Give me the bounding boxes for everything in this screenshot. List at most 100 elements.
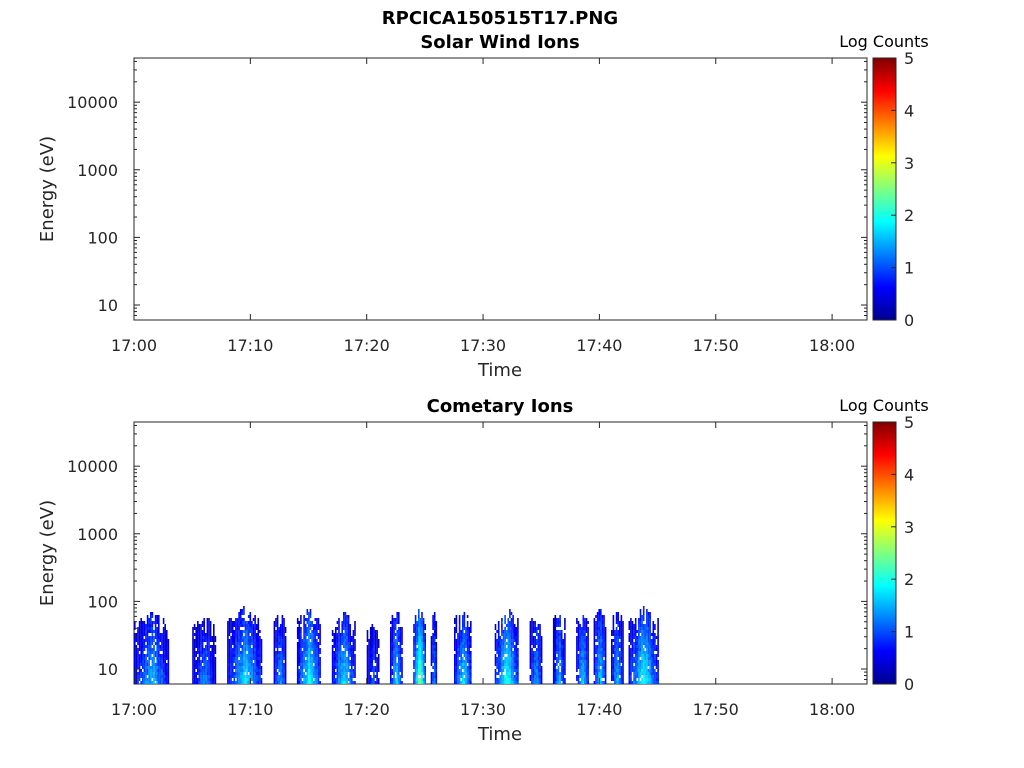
heatmap-cell xyxy=(644,657,647,660)
heatmap-cell xyxy=(462,630,464,633)
heatmap-cell xyxy=(497,672,500,675)
heatmap-cell xyxy=(137,654,139,657)
heatmap-cell xyxy=(354,642,356,645)
heatmap-cell xyxy=(460,672,462,675)
heatmap-cell xyxy=(501,651,503,654)
heatmap-cell xyxy=(344,636,347,639)
heatmap-cell xyxy=(432,681,434,684)
heatmap-cell xyxy=(422,639,425,642)
heatmap-cell xyxy=(304,678,307,681)
heatmap-cell xyxy=(603,651,605,654)
heatmap-cell xyxy=(276,645,279,648)
heatmap-cell xyxy=(303,633,305,636)
heatmap-cell xyxy=(304,642,307,645)
heatmap-cell xyxy=(336,660,339,663)
heatmap-cell xyxy=(203,624,205,627)
heatmap-cell xyxy=(579,681,581,684)
heatmap-cell xyxy=(167,660,170,663)
heatmap-cell xyxy=(649,666,651,669)
heatmap-cell xyxy=(529,657,532,660)
heatmap-cell xyxy=(649,657,651,660)
heatmap-cell xyxy=(228,669,231,672)
heatmap-cell xyxy=(654,645,656,648)
heatmap-cell xyxy=(536,666,538,669)
heatmap-cell xyxy=(203,663,205,666)
heatmap-cell xyxy=(140,645,142,648)
heatmap-cell xyxy=(497,627,500,630)
heatmap-cell xyxy=(587,681,589,684)
heatmap-cell xyxy=(554,636,557,639)
heatmap-cell xyxy=(636,642,639,645)
heatmap-cell xyxy=(641,642,643,645)
heatmap-cell xyxy=(333,657,335,660)
heatmap-cell xyxy=(376,648,378,651)
heatmap-cell xyxy=(156,630,158,633)
heatmap-cell xyxy=(615,657,618,660)
heatmap-cell xyxy=(646,666,648,669)
heatmap-cell xyxy=(628,636,631,639)
heatmap-cell xyxy=(458,627,461,630)
heatmap-cell xyxy=(153,636,155,639)
heatmap-cell xyxy=(394,624,397,627)
heatmap-cell xyxy=(233,672,236,675)
heatmap-cell xyxy=(554,639,557,642)
heatmap-cell xyxy=(534,660,536,663)
heatmap-cell xyxy=(162,666,165,669)
heatmap-cell xyxy=(595,615,597,618)
heatmap-cell xyxy=(600,627,602,630)
heatmap-cell xyxy=(642,663,645,666)
heatmap-cell xyxy=(156,615,158,618)
heatmap-cell xyxy=(227,660,229,663)
heatmap-cell xyxy=(652,621,655,624)
heatmap-cell xyxy=(424,672,426,675)
heatmap-cell xyxy=(138,633,141,636)
heatmap-cell xyxy=(435,624,438,627)
heatmap-cell xyxy=(462,651,464,654)
heatmap-cell xyxy=(509,660,511,663)
heatmap-cell xyxy=(156,681,158,684)
heatmap-cell xyxy=(421,657,423,660)
heatmap-cell xyxy=(140,648,142,651)
heatmap-cell xyxy=(349,636,351,639)
heatmap-cell xyxy=(200,648,202,651)
heatmap-cell xyxy=(167,651,170,654)
heatmap-cell xyxy=(228,660,231,663)
heatmap-cell xyxy=(422,618,425,621)
heatmap-cell xyxy=(540,678,543,681)
heatmap-cell xyxy=(604,678,607,681)
heatmap-cell xyxy=(164,627,166,630)
heatmap-cell xyxy=(206,627,209,630)
heatmap-cell xyxy=(371,669,374,672)
heatmap-cell xyxy=(537,660,540,663)
heatmap-cell xyxy=(470,675,472,678)
heatmap-cell xyxy=(457,639,459,642)
heatmap-cell xyxy=(257,648,260,651)
heatmap-cell xyxy=(257,645,260,648)
heatmap-cell xyxy=(341,675,343,678)
heatmap-cell xyxy=(275,630,277,633)
heatmap-cell xyxy=(343,654,345,657)
heatmap-cell xyxy=(344,630,347,633)
heatmap-cell xyxy=(598,654,600,657)
heatmap-cell xyxy=(580,678,583,681)
heatmap-cell xyxy=(244,645,247,648)
heatmap-cell xyxy=(154,621,157,624)
heatmap-cell xyxy=(435,648,438,651)
heatmap-cell xyxy=(213,654,215,657)
heatmap-cell xyxy=(312,681,315,684)
heatmap-cell xyxy=(273,630,276,633)
heatmap-cell xyxy=(275,681,277,684)
heatmap-cell xyxy=(254,669,256,672)
heatmap-cell xyxy=(529,621,532,624)
heatmap-cell xyxy=(336,669,339,672)
heatmap-cell xyxy=(153,678,155,681)
heatmap-cell xyxy=(296,675,299,678)
heatmap-cell xyxy=(595,645,597,648)
heatmap-cell xyxy=(335,648,337,651)
heatmap-cell xyxy=(509,681,511,684)
heatmap-cell xyxy=(198,675,201,678)
heatmap-layer xyxy=(134,606,659,684)
heatmap-cell xyxy=(531,663,533,666)
heatmap-cell xyxy=(595,633,597,636)
heatmap-cell xyxy=(460,663,462,666)
